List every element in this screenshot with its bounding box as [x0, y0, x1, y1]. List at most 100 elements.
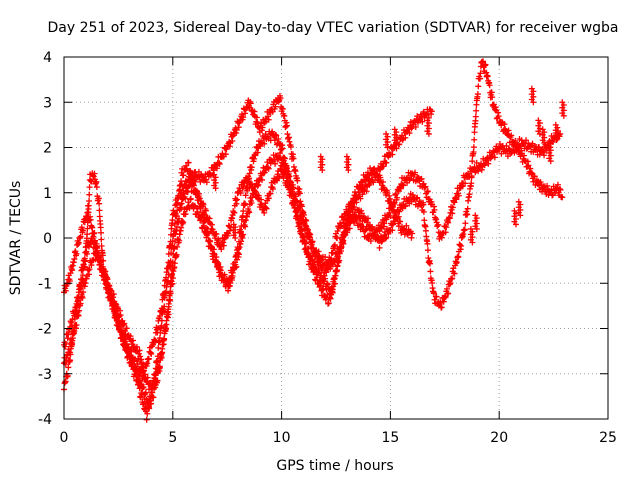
data-point — [332, 272, 339, 279]
data-point — [501, 121, 508, 128]
data-point — [430, 290, 437, 297]
data-point — [403, 222, 410, 229]
data-point — [370, 179, 377, 186]
data-point — [169, 238, 176, 245]
data-point — [547, 158, 554, 165]
data-point — [294, 199, 301, 206]
data-point — [357, 195, 364, 202]
data-point — [245, 178, 252, 185]
data-point — [475, 83, 482, 90]
data-point — [180, 172, 187, 179]
data-point — [345, 167, 352, 174]
data-point — [114, 317, 121, 324]
data-point — [189, 173, 196, 180]
data-point — [517, 212, 524, 219]
data-point — [84, 219, 91, 226]
data-point — [194, 208, 201, 215]
data-point — [154, 359, 161, 366]
data-point — [431, 296, 438, 303]
data-point — [324, 281, 331, 288]
data-point — [449, 210, 456, 217]
data-point — [245, 173, 252, 180]
data-point — [538, 181, 545, 188]
data-point — [84, 225, 91, 232]
data-point — [419, 118, 426, 125]
series-scattered — [211, 85, 567, 246]
data-point — [309, 238, 316, 245]
data-point — [409, 230, 416, 237]
data-point — [80, 289, 87, 296]
data-point — [353, 192, 360, 199]
data-point — [474, 91, 481, 98]
data-point — [173, 223, 180, 230]
data-point — [355, 189, 362, 196]
data-point — [295, 207, 302, 214]
data-point — [258, 127, 265, 134]
data-point — [227, 224, 234, 231]
data-point — [184, 189, 191, 196]
data-point — [97, 258, 104, 265]
data-point — [529, 140, 536, 147]
data-point — [178, 200, 185, 207]
data-point — [161, 303, 168, 310]
data-point — [218, 246, 225, 253]
data-point — [353, 213, 360, 220]
data-point — [214, 165, 220, 172]
data-point — [91, 170, 98, 177]
data-point — [322, 275, 329, 282]
data-point — [187, 177, 194, 184]
data-point — [73, 250, 80, 257]
data-point — [267, 190, 274, 197]
data-point — [412, 123, 419, 130]
data-point — [86, 266, 93, 273]
data-point — [265, 165, 272, 172]
data-point — [388, 222, 395, 229]
data-point — [163, 325, 170, 332]
data-point — [427, 268, 434, 275]
data-point — [100, 267, 107, 274]
data-point — [247, 100, 254, 107]
data-point — [95, 195, 102, 202]
data-point — [389, 221, 396, 228]
data-point — [205, 230, 212, 237]
data-point — [329, 286, 336, 293]
data-point — [322, 254, 329, 261]
data-point — [347, 219, 354, 226]
data-point — [412, 169, 419, 176]
data-point — [208, 244, 215, 251]
data-point — [523, 137, 530, 144]
data-point — [178, 205, 185, 212]
data-point — [424, 188, 431, 195]
data-point — [367, 238, 374, 245]
data-point — [231, 209, 238, 216]
data-point — [425, 130, 432, 137]
data-point — [296, 203, 303, 210]
data-point — [265, 113, 271, 120]
data-point — [386, 209, 393, 216]
data-point — [315, 265, 322, 272]
data-point — [449, 275, 456, 282]
data-point — [85, 271, 92, 278]
data-point — [175, 192, 182, 199]
data-point — [77, 233, 84, 240]
data-point — [489, 94, 496, 101]
data-point — [136, 347, 143, 354]
data-point — [369, 169, 376, 176]
data-point — [225, 287, 232, 294]
data-point — [203, 179, 210, 186]
y-tick-label: -4 — [38, 412, 52, 428]
data-point — [272, 160, 279, 167]
data-point — [140, 384, 147, 391]
data-point — [311, 268, 318, 275]
data-point — [406, 130, 413, 137]
data-point — [202, 207, 209, 214]
data-point — [90, 173, 97, 180]
data-point — [216, 159, 223, 166]
data-point — [433, 293, 440, 300]
data-point — [145, 404, 152, 411]
data-point — [136, 370, 143, 377]
y-tick-label: 4 — [43, 50, 52, 66]
data-point — [380, 223, 387, 230]
x-axis-label: GPS time / hours — [276, 458, 393, 474]
data-point — [127, 333, 134, 340]
